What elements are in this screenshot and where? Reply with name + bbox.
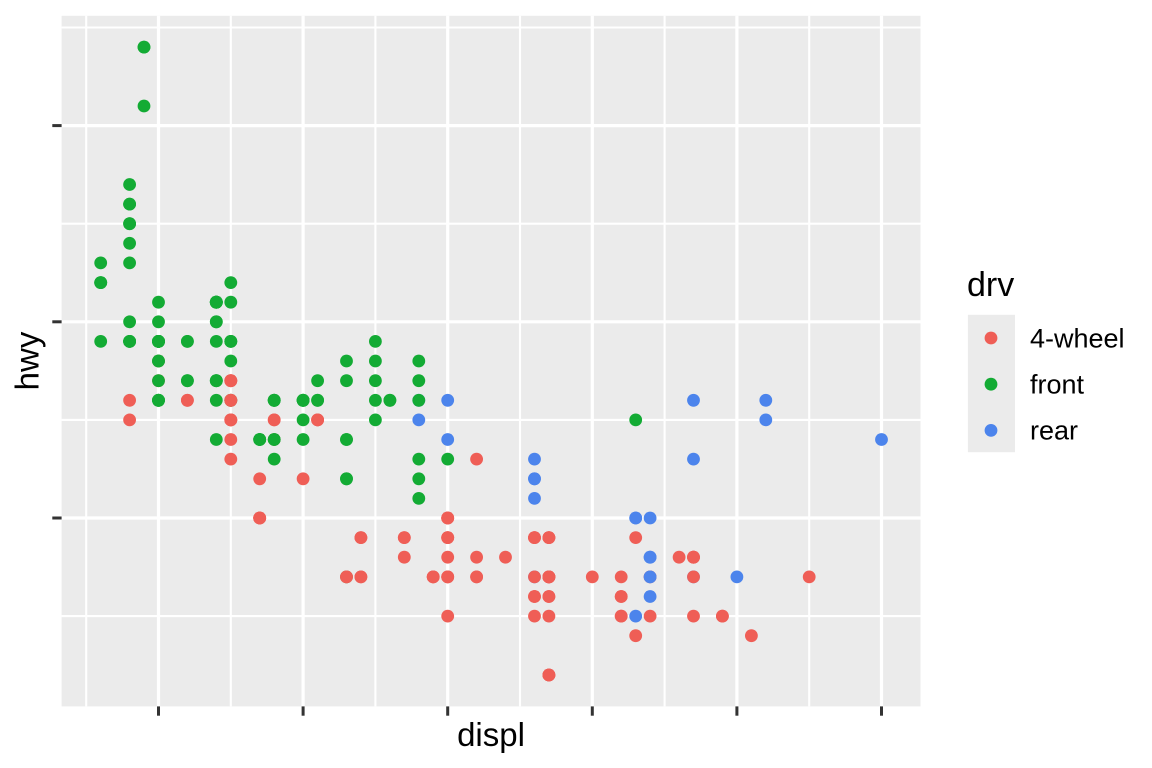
svg-text:drv: drv <box>967 266 1014 304</box>
svg-text:front: front <box>1030 370 1085 400</box>
svg-text:displ: displ <box>457 716 525 753</box>
svg-text:hwy: hwy <box>9 331 46 390</box>
svg-text:rear: rear <box>1030 416 1078 446</box>
svg-text:4-wheel: 4-wheel <box>1030 323 1125 353</box>
